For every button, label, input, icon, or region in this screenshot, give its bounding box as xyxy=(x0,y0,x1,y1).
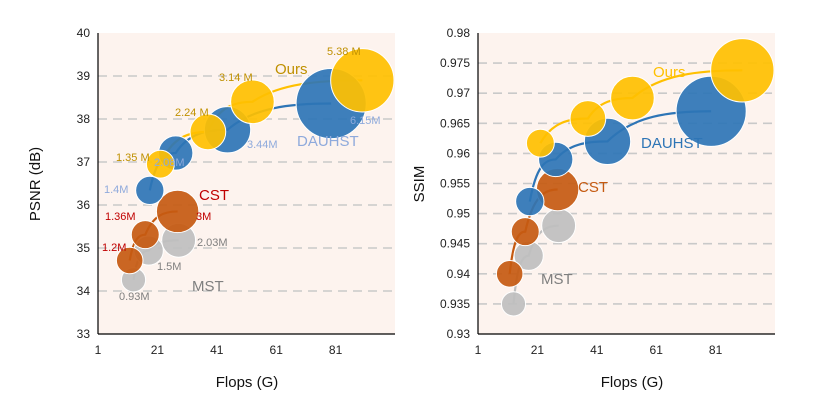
bubble-mst xyxy=(500,291,527,317)
y-tick-label: 0.935 xyxy=(440,297,470,311)
series-name-mst: MST xyxy=(541,271,573,288)
y-tick-label: 0.945 xyxy=(440,237,470,251)
chart-1: 33 34 35 36 37 38 39 40 1 21 41 61 81 Flops (G) PSNR (… xyxy=(27,26,395,391)
y-tick-label: 0.96 xyxy=(447,146,471,160)
x-tick-label: 1 xyxy=(475,343,482,357)
y-tick-label: 0.95 xyxy=(447,207,471,221)
point-label: 1.5M xyxy=(157,261,181,273)
y-tick-label: 0.94 xyxy=(447,267,471,281)
x-tick-label: 41 xyxy=(210,343,224,357)
point-label: 1.35 M xyxy=(116,152,150,164)
series-name-cst: CST xyxy=(578,179,608,196)
y-tick-label: 0.97 xyxy=(447,86,471,100)
bubble-ours xyxy=(330,48,395,113)
y-tick-label: 0.955 xyxy=(440,177,470,191)
bubble-dauhst xyxy=(135,175,165,206)
point-label: 2.24 M xyxy=(175,107,209,119)
y-tick-label: 33 xyxy=(77,327,91,341)
bubble-ours xyxy=(610,75,655,121)
point-label: 2.08M xyxy=(154,157,185,169)
x-tick-label: 41 xyxy=(590,343,604,357)
x-tick-label: 81 xyxy=(329,343,343,357)
point-label: 1.36M xyxy=(105,211,136,223)
y-tick-label: 0.975 xyxy=(440,56,470,70)
chart-2: 0.93 0.935 0.94 0.945 0.95 0.955 0.96 0.965 0.97… xyxy=(411,26,775,391)
bubble-cst xyxy=(155,189,200,234)
point-label: 1.4M xyxy=(104,184,128,196)
y-tick-label: 0.93 xyxy=(447,327,471,341)
series-name-mst: MST xyxy=(192,278,224,295)
x-axis-title: Flops (G) xyxy=(601,374,664,391)
point-label: 2.03M xyxy=(197,237,228,249)
y-axis-title: SSIM xyxy=(411,166,428,203)
x-axis-title: Flops (G) xyxy=(216,374,279,391)
series-name-dauhst: DAUHST xyxy=(297,133,359,150)
series-name-ours: Ours xyxy=(275,61,308,78)
bubble-ours xyxy=(145,149,175,179)
bubble-cst xyxy=(510,217,540,247)
point-label: 0.93M xyxy=(119,291,150,303)
bubble-mst xyxy=(541,208,577,244)
point-label: 3M xyxy=(196,211,211,223)
bubble-cst xyxy=(130,220,160,250)
bubble-ours xyxy=(525,128,555,158)
point-label: 1.2M xyxy=(102,242,126,254)
point-label: 3.44M xyxy=(247,139,278,151)
y-axis-title: PSNR (dB) xyxy=(27,147,44,221)
bubble-ours xyxy=(230,79,275,125)
point-label: 5.38 M xyxy=(327,46,361,58)
marks-group xyxy=(495,38,775,317)
marks-group xyxy=(115,48,395,293)
bubble-cst xyxy=(495,260,524,288)
y-tick-label: 36 xyxy=(77,198,91,212)
x-tick-label: 21 xyxy=(531,343,545,357)
series-name-cst: CST xyxy=(199,187,229,204)
bubble-dauhst xyxy=(515,186,545,217)
series-name-dauhst: DAUHST xyxy=(641,135,703,152)
y-tick-label: 0.965 xyxy=(440,116,470,130)
bubble-ours xyxy=(710,38,775,103)
y-tick-label: 39 xyxy=(77,69,91,83)
point-label: 6.15M xyxy=(350,115,381,127)
y-tick-label: 34 xyxy=(77,284,91,298)
bubble-ours xyxy=(189,113,227,151)
x-tick-label: 1 xyxy=(95,343,102,357)
x-tick-label: 61 xyxy=(650,343,664,357)
series-name-ours: Ours xyxy=(653,64,686,81)
point-label: 3.14 M xyxy=(219,72,253,84)
bubble-ours xyxy=(569,100,607,137)
x-tick-label: 61 xyxy=(270,343,284,357)
y-tick-label: 40 xyxy=(77,26,91,40)
bubble-cst xyxy=(115,246,144,275)
x-tick-label: 21 xyxy=(151,343,165,357)
y-tick-label: 35 xyxy=(77,241,91,255)
y-tick-label: 37 xyxy=(77,155,91,169)
y-tick-label: 0.98 xyxy=(447,26,471,40)
x-tick-label: 81 xyxy=(709,343,723,357)
y-tick-label: 38 xyxy=(77,112,91,126)
